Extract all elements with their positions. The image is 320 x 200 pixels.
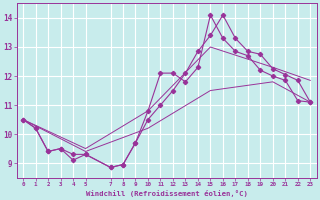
X-axis label: Windchill (Refroidissement éolien,°C): Windchill (Refroidissement éolien,°C) [86,190,248,197]
